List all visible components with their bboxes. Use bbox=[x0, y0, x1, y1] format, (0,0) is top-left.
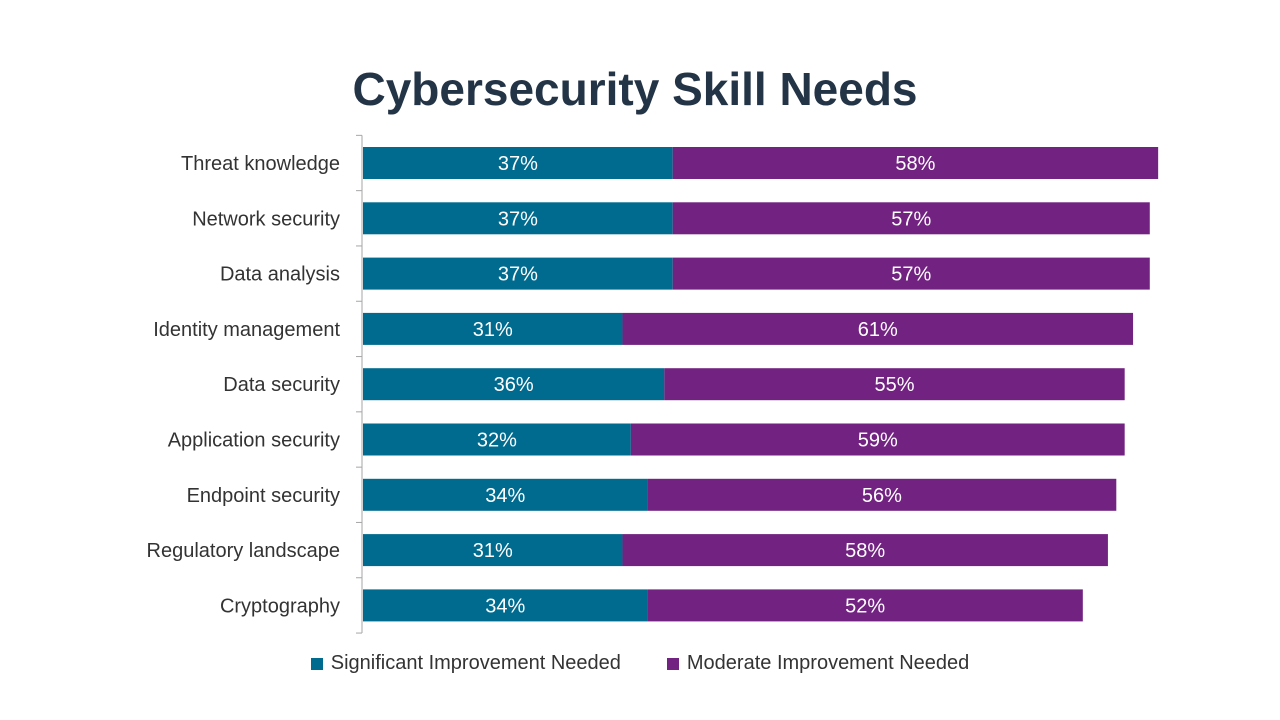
category-label: Regulatory landscape bbox=[147, 540, 340, 562]
bar-moderate bbox=[622, 534, 1108, 567]
bar-moderate bbox=[630, 423, 1125, 456]
bar-moderate bbox=[647, 589, 1083, 622]
category-label: Threat knowledge bbox=[181, 153, 340, 175]
bar-moderate bbox=[664, 368, 1125, 401]
bar-moderate bbox=[672, 202, 1150, 235]
data-label-significant: 31% bbox=[473, 540, 513, 562]
category-label: Data security bbox=[223, 374, 340, 396]
data-label-significant: 34% bbox=[485, 485, 525, 507]
data-label-significant: 37% bbox=[498, 153, 538, 175]
data-label-moderate: 58% bbox=[895, 153, 935, 175]
data-label-moderate: 55% bbox=[874, 374, 914, 396]
data-label-moderate: 59% bbox=[858, 430, 898, 452]
category-label: Network security bbox=[192, 208, 340, 230]
data-label-moderate: 57% bbox=[891, 264, 931, 286]
legend-swatch-significant bbox=[310, 657, 323, 670]
data-label-significant: 37% bbox=[498, 264, 538, 286]
chart-title: Cybersecurity Skill Needs bbox=[352, 63, 918, 115]
bar-significant bbox=[363, 202, 673, 235]
category-label: Application security bbox=[168, 430, 340, 452]
data-label-significant: 32% bbox=[477, 430, 517, 452]
data-label-moderate: 52% bbox=[845, 595, 885, 617]
data-label-significant: 37% bbox=[498, 208, 538, 230]
data-label-significant: 34% bbox=[485, 595, 525, 617]
bar-significant bbox=[363, 534, 623, 567]
category-label: Data analysis bbox=[220, 264, 340, 286]
legend-label-significant: Significant Improvement Needed bbox=[330, 652, 621, 674]
data-label-moderate: 57% bbox=[891, 208, 931, 230]
bar-moderate bbox=[647, 478, 1117, 511]
category-label: Identity management bbox=[153, 319, 340, 341]
bar-significant bbox=[363, 147, 673, 179]
bar-moderate bbox=[672, 147, 1159, 179]
legend-item-significant: Significant Improvement Needed bbox=[310, 652, 621, 675]
bar-significant bbox=[363, 312, 623, 345]
category-label: Endpoint security bbox=[187, 485, 340, 507]
legend-swatch-moderate bbox=[666, 657, 679, 670]
data-label-significant: 31% bbox=[473, 319, 513, 341]
category-label: Cryptography bbox=[220, 595, 340, 617]
bar-moderate bbox=[622, 312, 1134, 345]
data-label-moderate: 61% bbox=[858, 319, 898, 341]
legend: Significant Improvement Needed Moderate … bbox=[0, 652, 1280, 675]
data-label-moderate: 58% bbox=[845, 540, 885, 562]
data-label-significant: 36% bbox=[494, 374, 534, 396]
data-label-moderate: 56% bbox=[862, 485, 902, 507]
bar-significant bbox=[363, 478, 648, 511]
bar-significant bbox=[363, 257, 673, 290]
legend-label-moderate: Moderate Improvement Needed bbox=[686, 652, 970, 674]
bar-significant bbox=[363, 368, 665, 401]
bar-moderate bbox=[672, 257, 1150, 290]
bar-significant bbox=[363, 423, 631, 456]
bar-significant bbox=[363, 589, 648, 622]
legend-item-moderate: Moderate Improvement Needed bbox=[666, 652, 970, 675]
